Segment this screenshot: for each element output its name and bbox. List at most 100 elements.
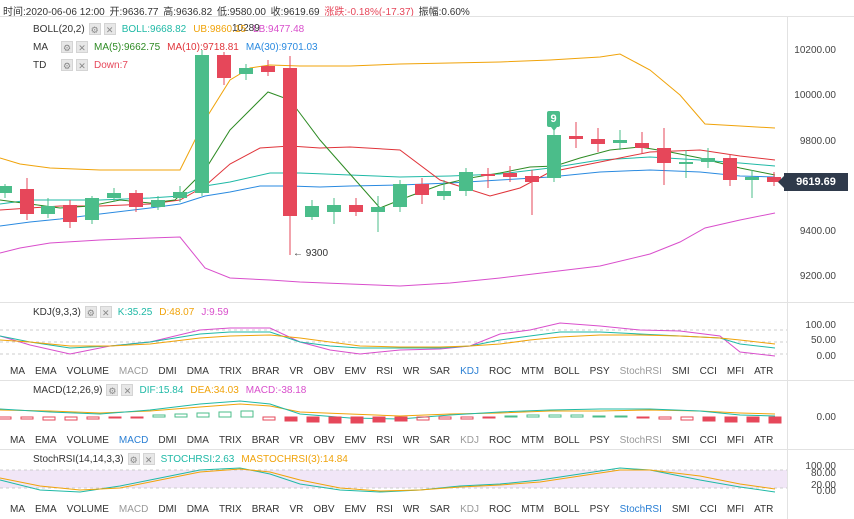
- tab-kdj[interactable]: KDJ: [460, 434, 480, 446]
- tab-emv[interactable]: EMV: [344, 503, 367, 515]
- pane-divider: [0, 449, 854, 450]
- tab-kdj[interactable]: KDJ: [460, 503, 480, 515]
- tab-obv[interactable]: OBV: [313, 434, 335, 446]
- candle-body: [327, 205, 341, 212]
- tab-ema[interactable]: EMA: [35, 434, 57, 446]
- close-icon[interactable]: ✕: [76, 41, 88, 53]
- tab-cci[interactable]: CCI: [699, 365, 717, 377]
- tab-stochrsi[interactable]: StochRSI: [619, 365, 662, 377]
- tab-roc[interactable]: ROC: [489, 365, 512, 377]
- tab-mfi[interactable]: MFI: [726, 365, 745, 377]
- candle-body: [701, 158, 715, 162]
- tab-ma[interactable]: MA: [10, 434, 25, 446]
- tab-smi[interactable]: SMI: [671, 434, 690, 446]
- low-tag: ← 9300: [293, 248, 329, 259]
- tab-brar[interactable]: BRAR: [251, 365, 280, 377]
- tab-rsi[interactable]: RSI: [376, 365, 393, 377]
- tab-volume[interactable]: VOLUME: [66, 434, 109, 446]
- tab-brar[interactable]: BRAR: [251, 434, 280, 446]
- tab-obv[interactable]: OBV: [313, 365, 335, 377]
- tab-emv[interactable]: EMV: [344, 434, 367, 446]
- tab-sar[interactable]: SAR: [429, 503, 451, 515]
- tab-cci[interactable]: CCI: [699, 503, 717, 515]
- tab-boll[interactable]: BOLL: [554, 434, 580, 446]
- tab-dma[interactable]: DMA: [186, 503, 209, 515]
- open-label: 开:9636.77: [109, 7, 159, 18]
- tab-wr[interactable]: WR: [402, 503, 420, 515]
- tab-volume[interactable]: VOLUME: [66, 503, 109, 515]
- tab-cci[interactable]: CCI: [699, 434, 717, 446]
- macd-bar: [262, 416, 276, 421]
- tab-psy[interactable]: PSY: [589, 365, 610, 377]
- tab-volume[interactable]: VOLUME: [66, 365, 109, 377]
- tab-vr[interactable]: VR: [289, 365, 304, 377]
- current-price-tag: 9619.69: [778, 173, 848, 191]
- tab-roc[interactable]: ROC: [489, 434, 512, 446]
- tab-dmi[interactable]: DMI: [158, 365, 177, 377]
- tab-macd[interactable]: MACD: [118, 503, 149, 515]
- candle-body: [195, 55, 209, 193]
- tab-emv[interactable]: EMV: [344, 365, 367, 377]
- tab-dmi[interactable]: DMI: [158, 434, 177, 446]
- tab-boll[interactable]: BOLL: [554, 365, 580, 377]
- tab-dma[interactable]: DMA: [186, 365, 209, 377]
- tab-mfi[interactable]: MFI: [726, 434, 745, 446]
- tab-trix[interactable]: TRIX: [218, 365, 242, 377]
- settings-icon[interactable]: ⚙: [106, 384, 119, 396]
- tab-atr[interactable]: ATR: [754, 365, 774, 377]
- close-icon[interactable]: ✕: [103, 23, 116, 35]
- tab-mtm[interactable]: MTM: [521, 365, 545, 377]
- tab-smi[interactable]: SMI: [671, 503, 690, 515]
- close-icon[interactable]: ✕: [121, 384, 134, 396]
- candle-body: [613, 140, 627, 143]
- tab-vr[interactable]: VR: [289, 434, 304, 446]
- tab-atr[interactable]: ATR: [754, 503, 774, 515]
- settings-icon[interactable]: ⚙: [88, 23, 101, 35]
- tab-stochrsi[interactable]: StochRSI: [619, 503, 662, 515]
- settings-icon[interactable]: ⚙: [84, 306, 97, 318]
- candle-body: [525, 176, 539, 182]
- macd-bar: [372, 416, 386, 423]
- price-axis-label: 10200.00: [794, 45, 836, 56]
- candle-body: [503, 173, 517, 177]
- candle-body: [635, 143, 649, 148]
- settings-icon[interactable]: ⚙: [61, 59, 73, 71]
- tab-vr[interactable]: VR: [289, 503, 304, 515]
- tab-rsi[interactable]: RSI: [376, 434, 393, 446]
- macd-bar: [438, 416, 452, 420]
- tab-roc[interactable]: ROC: [489, 503, 512, 515]
- tab-psy[interactable]: PSY: [589, 503, 610, 515]
- tab-trix[interactable]: TRIX: [218, 434, 242, 446]
- tab-wr[interactable]: WR: [402, 434, 420, 446]
- tab-ema[interactable]: EMA: [35, 365, 57, 377]
- tab-brar[interactable]: BRAR: [251, 503, 280, 515]
- tab-mtm[interactable]: MTM: [521, 434, 545, 446]
- tab-ma[interactable]: MA: [10, 503, 25, 515]
- tab-obv[interactable]: OBV: [313, 503, 335, 515]
- tab-sar[interactable]: SAR: [429, 434, 451, 446]
- tab-dmi[interactable]: DMI: [158, 503, 177, 515]
- tab-wr[interactable]: WR: [402, 365, 420, 377]
- tab-mtm[interactable]: MTM: [521, 503, 545, 515]
- tab-macd[interactable]: MACD: [118, 365, 149, 377]
- tab-boll[interactable]: BOLL: [554, 503, 580, 515]
- tab-ma[interactable]: MA: [10, 365, 25, 377]
- settings-icon[interactable]: ⚙: [61, 41, 73, 53]
- tab-trix[interactable]: TRIX: [218, 503, 242, 515]
- td-count-marker: 9: [547, 111, 560, 131]
- close-icon[interactable]: ✕: [99, 306, 112, 318]
- tab-mfi[interactable]: MFI: [726, 503, 745, 515]
- tab-stochrsi[interactable]: StochRSI: [619, 434, 662, 446]
- tab-rsi[interactable]: RSI: [376, 503, 393, 515]
- tab-dma[interactable]: DMA: [186, 434, 209, 446]
- tab-smi[interactable]: SMI: [671, 365, 690, 377]
- close-icon[interactable]: ✕: [142, 453, 155, 465]
- tab-kdj[interactable]: KDJ: [460, 365, 480, 377]
- settings-icon[interactable]: ⚙: [127, 453, 140, 465]
- tab-macd[interactable]: MACD: [118, 434, 149, 446]
- tab-sar[interactable]: SAR: [429, 365, 451, 377]
- tab-ema[interactable]: EMA: [35, 503, 57, 515]
- tab-atr[interactable]: ATR: [754, 434, 774, 446]
- close-icon[interactable]: ✕: [76, 59, 88, 71]
- tab-psy[interactable]: PSY: [589, 434, 610, 446]
